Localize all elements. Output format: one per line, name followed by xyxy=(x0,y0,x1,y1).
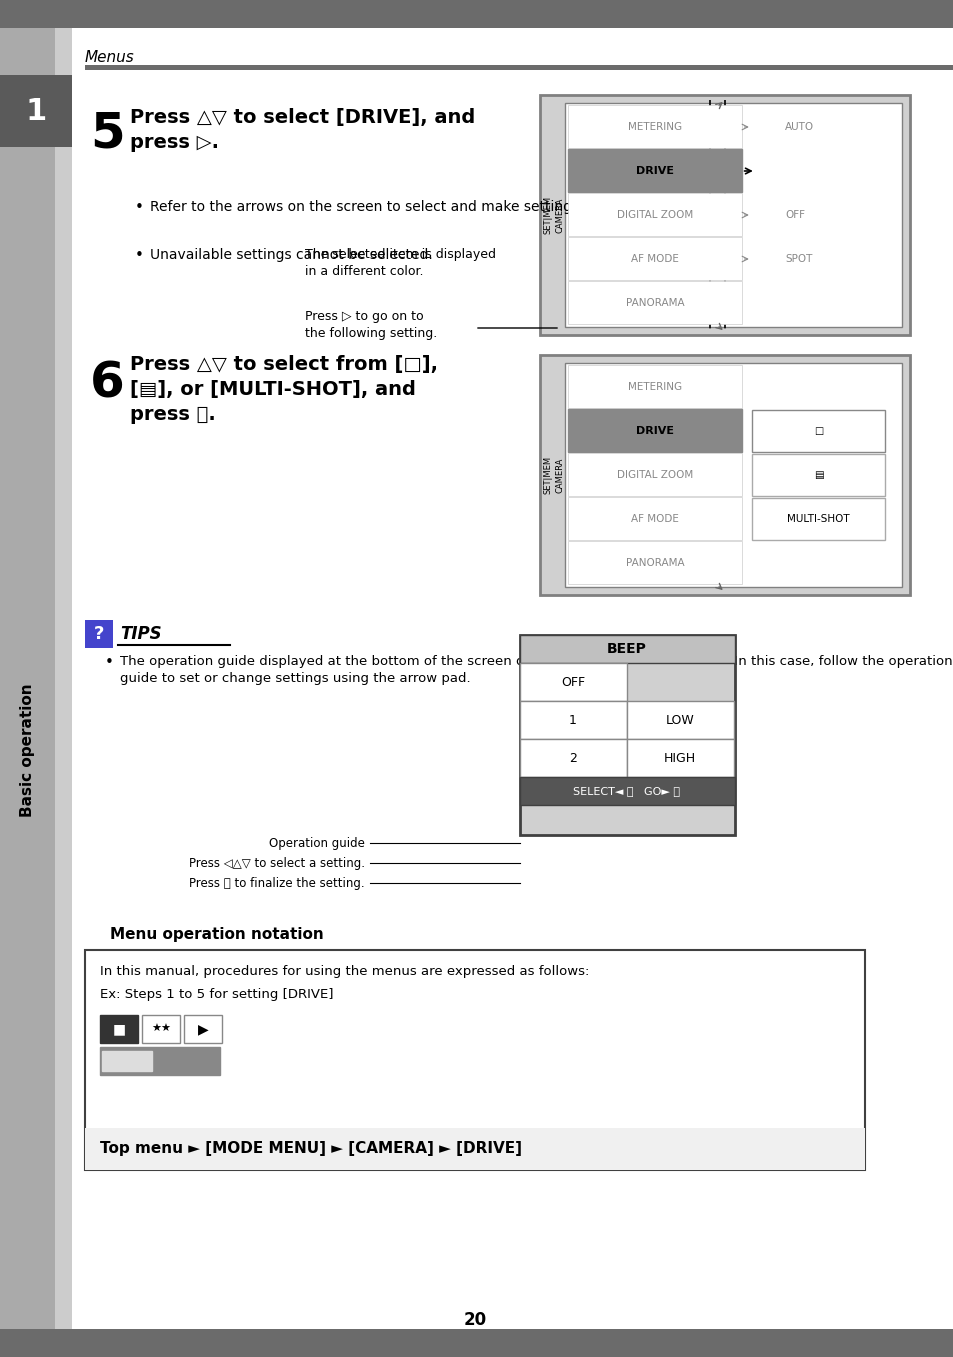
Bar xyxy=(519,664,626,702)
Text: Top menu ► [MODE MENU] ► [CAMERA] ► [DRIVE]: Top menu ► [MODE MENU] ► [CAMERA] ► [DRI… xyxy=(100,1141,521,1156)
Text: ?: ? xyxy=(93,626,104,643)
Bar xyxy=(567,149,740,191)
Bar xyxy=(100,1015,138,1044)
Bar xyxy=(142,1015,180,1044)
Text: Press ▷ to go on to
the following setting.: Press ▷ to go on to the following settin… xyxy=(305,309,436,341)
Text: Unavailable settings cannot be selected.: Unavailable settings cannot be selected. xyxy=(150,248,433,262)
Text: 5: 5 xyxy=(90,110,125,157)
Text: AUTO: AUTO xyxy=(784,122,813,132)
Bar xyxy=(519,778,734,805)
Text: •: • xyxy=(105,655,113,670)
Bar xyxy=(567,365,740,408)
Bar xyxy=(519,635,734,835)
Bar xyxy=(519,702,626,740)
Bar xyxy=(567,497,740,540)
Bar xyxy=(0,1329,953,1357)
Bar xyxy=(567,281,740,324)
Text: SET|MEM
CAMERA: SET|MEM CAMERA xyxy=(543,456,563,494)
Bar xyxy=(567,541,740,584)
Text: HIGH: HIGH xyxy=(663,752,696,764)
Text: PANORAMA: PANORAMA xyxy=(625,299,683,308)
Text: DIGITAL ZOOM: DIGITAL ZOOM xyxy=(616,470,692,480)
Text: SET|MEM
CAMERA: SET|MEM CAMERA xyxy=(543,195,563,233)
Text: OFF: OFF xyxy=(784,210,804,220)
Bar xyxy=(751,455,884,497)
Text: Operation guide: Operation guide xyxy=(269,836,365,849)
Text: 1: 1 xyxy=(569,714,577,726)
Text: SPOT: SPOT xyxy=(784,254,812,265)
Bar xyxy=(751,410,884,452)
Text: Basic operation: Basic operation xyxy=(20,683,35,817)
Text: ▤: ▤ xyxy=(813,470,822,480)
Bar xyxy=(0,28,71,1357)
Bar xyxy=(100,1048,220,1075)
Text: Press △▽ to select from [□],
[▤], or [MULTI-SHOT], and
press Ⓨ.: Press △▽ to select from [□], [▤], or [MU… xyxy=(130,356,437,423)
Text: LOW: LOW xyxy=(665,714,694,726)
Text: PANORAMA: PANORAMA xyxy=(625,558,683,569)
Text: The operation guide displayed at the bottom of the screen depends on the menu to: The operation guide displayed at the bot… xyxy=(120,655,952,685)
Text: ★★: ★★ xyxy=(151,1025,171,1034)
Bar xyxy=(184,1015,222,1044)
Bar xyxy=(0,28,55,1357)
Text: DRIVE: DRIVE xyxy=(635,166,673,176)
Text: 6: 6 xyxy=(90,360,125,408)
Bar xyxy=(626,702,733,740)
Bar xyxy=(0,0,953,28)
Bar xyxy=(751,498,884,540)
Bar xyxy=(564,103,901,327)
Text: METERING: METERING xyxy=(627,383,681,392)
Text: METERING: METERING xyxy=(627,122,681,132)
Bar xyxy=(519,740,626,778)
Text: BEEP: BEEP xyxy=(606,642,646,655)
Text: •: • xyxy=(135,199,144,214)
Text: •: • xyxy=(135,248,144,263)
Text: SELECT◄ Ⓨ   GO► Ⓨ: SELECT◄ Ⓨ GO► Ⓨ xyxy=(573,786,679,797)
Text: ■: ■ xyxy=(112,1022,126,1035)
Text: Ex: Steps 1 to 5 for setting [DRIVE]: Ex: Steps 1 to 5 for setting [DRIVE] xyxy=(100,988,334,1001)
Text: DRIVE: DRIVE xyxy=(635,426,673,436)
Bar xyxy=(567,408,740,452)
Bar xyxy=(567,237,740,280)
Bar xyxy=(626,740,733,778)
Bar xyxy=(85,65,953,71)
Text: TIPS: TIPS xyxy=(120,626,161,643)
Text: 2: 2 xyxy=(569,752,577,764)
Text: Refer to the arrows on the screen to select and make settings with the arrow pad: Refer to the arrows on the screen to sel… xyxy=(150,199,719,214)
Text: OFF: OFF xyxy=(560,676,584,688)
Text: MULTI-SHOT: MULTI-SHOT xyxy=(786,514,849,524)
Bar xyxy=(102,1052,152,1071)
Text: □: □ xyxy=(813,426,822,436)
Text: In this manual, procedures for using the menus are expressed as follows:: In this manual, procedures for using the… xyxy=(100,965,589,978)
Text: Menu operation notation: Menu operation notation xyxy=(110,927,323,942)
Text: DIGITAL ZOOM: DIGITAL ZOOM xyxy=(616,210,692,220)
Bar xyxy=(567,453,740,497)
Text: ▶: ▶ xyxy=(197,1022,208,1035)
Bar xyxy=(519,635,734,664)
Text: Press ◁△▽ to select a setting.: Press ◁△▽ to select a setting. xyxy=(189,856,365,870)
Bar xyxy=(564,364,901,588)
Bar xyxy=(539,356,909,594)
Bar xyxy=(85,620,112,649)
Text: AF MODE: AF MODE xyxy=(630,254,679,265)
Text: Press Ⓨ to finalize the setting.: Press Ⓨ to finalize the setting. xyxy=(190,877,365,889)
Bar xyxy=(85,1128,864,1170)
Bar xyxy=(85,620,864,930)
Bar xyxy=(85,950,864,1170)
Bar xyxy=(567,104,740,148)
Text: The selected item is displayed
in a different color.: The selected item is displayed in a diff… xyxy=(305,248,496,278)
Text: Press △▽ to select [DRIVE], and
press ▷.: Press △▽ to select [DRIVE], and press ▷. xyxy=(130,109,475,152)
Text: AF MODE: AF MODE xyxy=(630,514,679,524)
Bar xyxy=(567,193,740,236)
Text: Menus: Menus xyxy=(85,50,134,65)
Bar xyxy=(0,75,71,147)
Bar xyxy=(539,95,909,335)
Text: 1: 1 xyxy=(26,96,47,125)
Text: 20: 20 xyxy=(463,1311,486,1329)
